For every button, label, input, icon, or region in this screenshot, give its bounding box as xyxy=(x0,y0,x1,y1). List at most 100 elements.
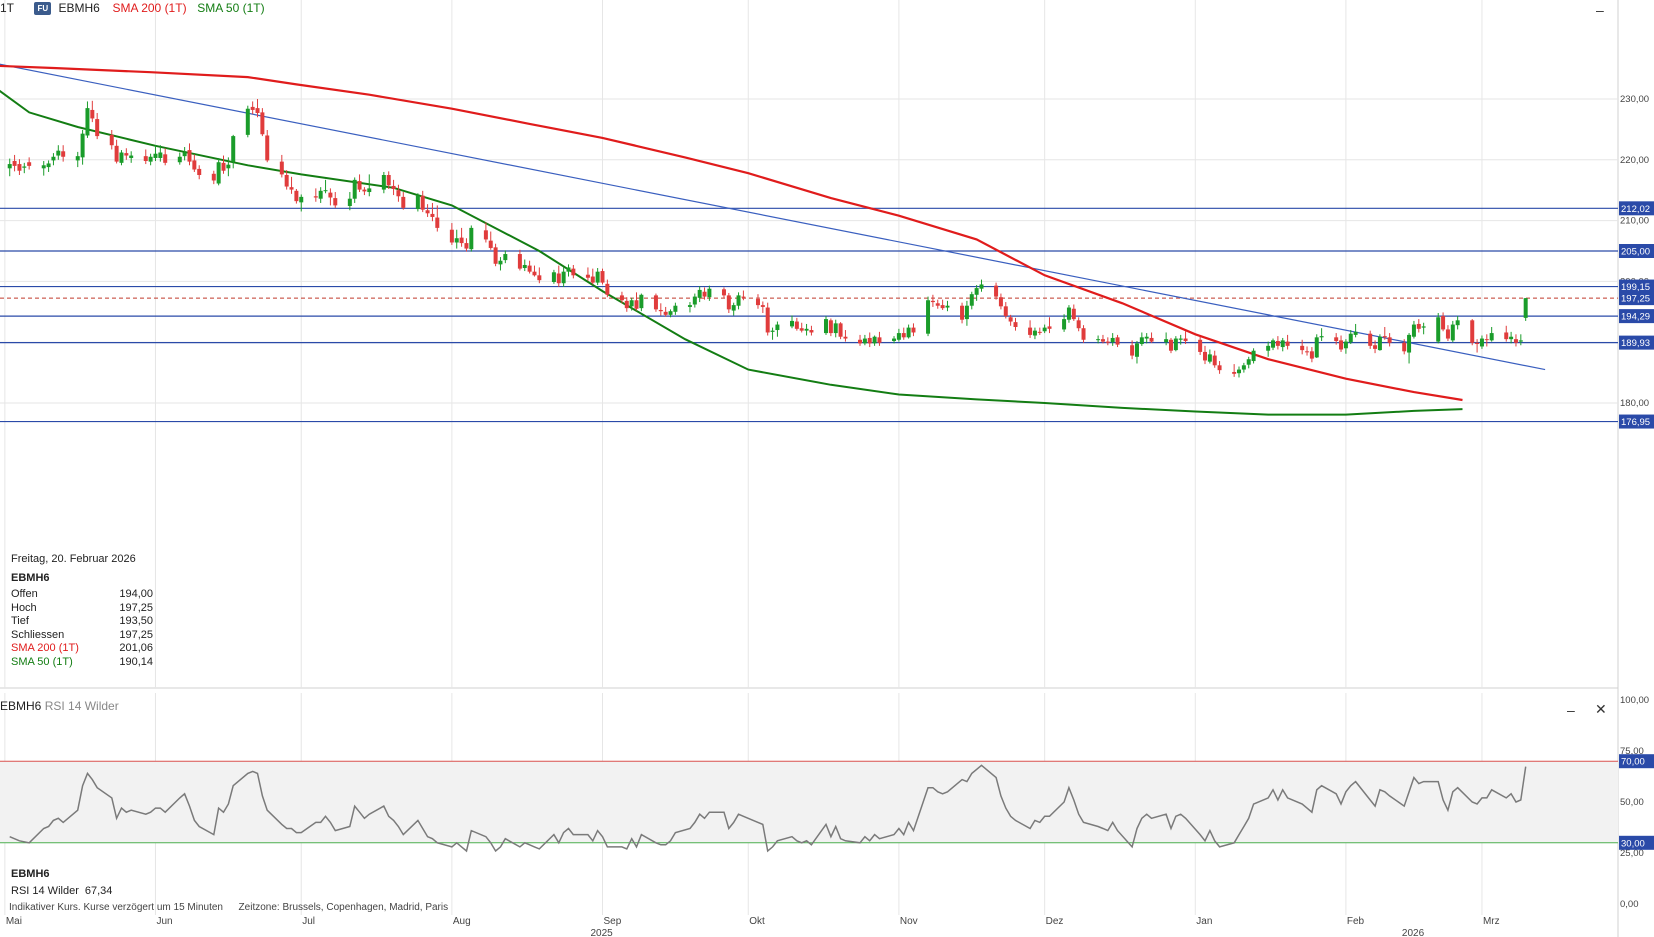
candle-body xyxy=(1047,326,1052,329)
candle xyxy=(7,158,12,177)
candle xyxy=(1207,349,1212,364)
candle-body xyxy=(896,333,901,340)
candle xyxy=(498,257,503,271)
candle-body xyxy=(658,309,663,312)
candle-body xyxy=(1028,327,1033,335)
candle-body xyxy=(95,119,100,137)
candle-body xyxy=(974,288,979,295)
candle xyxy=(61,145,66,162)
candle-body xyxy=(211,173,216,181)
candle xyxy=(1416,319,1421,333)
minimize-main-button[interactable]: – xyxy=(1596,2,1604,18)
candle-body xyxy=(736,295,741,306)
candle xyxy=(483,222,488,243)
candle xyxy=(789,315,794,329)
candle-body xyxy=(799,328,804,331)
rsi-plot xyxy=(0,760,1618,853)
candle-body xyxy=(775,324,780,331)
candle xyxy=(488,231,493,250)
info-value: 201,06 xyxy=(119,642,153,654)
candle-body xyxy=(1105,341,1110,343)
candle xyxy=(1407,333,1412,364)
sma200-line xyxy=(0,64,1463,402)
candle xyxy=(964,300,969,326)
ohlc-info-panel: Freitag, 20. Februar 2026 EBMH6 Offen 194… xyxy=(11,553,153,669)
candle-body xyxy=(488,240,493,248)
candle-body xyxy=(483,230,488,240)
candle-body xyxy=(1144,336,1149,339)
candle-body xyxy=(503,254,508,261)
timeframe-label[interactable]: 1T xyxy=(0,1,14,15)
candle-body xyxy=(1411,324,1416,337)
candle-body xyxy=(994,285,999,297)
sma50-line xyxy=(0,89,1463,416)
candle-body xyxy=(41,165,46,169)
candle-body xyxy=(804,328,809,331)
candle xyxy=(1484,334,1489,347)
candle xyxy=(1411,320,1416,339)
candle-body xyxy=(1314,337,1319,358)
candle-body xyxy=(653,295,658,310)
candle xyxy=(80,130,85,165)
candle xyxy=(945,300,950,312)
candle xyxy=(464,238,469,252)
candle xyxy=(522,259,527,272)
candle-body xyxy=(129,155,134,158)
rsi-minimize-button[interactable]: – xyxy=(1567,702,1575,718)
candle xyxy=(673,302,678,315)
candle-body xyxy=(299,196,304,203)
candle-body xyxy=(1183,338,1188,341)
candle xyxy=(692,293,697,308)
info-label: Tief xyxy=(11,615,29,627)
candle-body xyxy=(828,320,833,334)
candle-body xyxy=(1300,345,1305,351)
candle xyxy=(1368,330,1373,349)
candle xyxy=(1314,334,1319,359)
candle-body xyxy=(867,337,872,344)
candle xyxy=(1246,356,1251,369)
candle xyxy=(182,147,187,161)
candle xyxy=(838,322,843,340)
candle-body xyxy=(1207,354,1212,362)
candle-body xyxy=(1377,336,1382,351)
candle xyxy=(930,294,935,307)
candle xyxy=(809,325,814,336)
sma200-legend[interactable]: SMA 200 (1T) xyxy=(112,1,187,15)
candle xyxy=(294,188,299,204)
candle-body xyxy=(697,289,702,298)
candle-body xyxy=(619,295,624,301)
candle xyxy=(1003,302,1008,319)
level-price-label: 205,00 xyxy=(1621,247,1650,258)
candle-body xyxy=(726,295,731,310)
candle-body xyxy=(1509,336,1514,340)
candle-body xyxy=(1212,355,1217,366)
info-date: Freitag, 20. Februar 2026 xyxy=(11,553,136,565)
candle-body xyxy=(255,108,260,113)
candle-body xyxy=(1484,339,1489,341)
candle-body xyxy=(1110,337,1115,343)
info-row-close: Schliessen 197,25 xyxy=(11,629,153,643)
candle-body xyxy=(352,179,357,199)
candle-body xyxy=(940,305,945,309)
candle xyxy=(1382,327,1387,340)
candle xyxy=(459,227,464,247)
rsi-y-tick-label: 100,00 xyxy=(1620,695,1649,706)
candle-body xyxy=(245,108,250,135)
candle-body xyxy=(415,195,420,210)
sma50-legend[interactable]: SMA 50 (1T) xyxy=(197,1,265,15)
candle xyxy=(896,328,901,342)
candle-body xyxy=(226,164,231,169)
rsi-close-button[interactable]: ✕ xyxy=(1595,701,1607,717)
candle xyxy=(741,290,746,301)
candle-body xyxy=(284,175,289,187)
candle-body xyxy=(75,156,80,161)
candle-body xyxy=(843,336,848,339)
x-tick-label: Aug xyxy=(453,916,471,927)
candle-body xyxy=(585,274,590,278)
candle xyxy=(532,265,537,277)
candle-body xyxy=(794,321,799,329)
last-price-label: 197,25 xyxy=(1621,294,1650,305)
candle xyxy=(22,162,27,174)
candle xyxy=(503,250,508,264)
